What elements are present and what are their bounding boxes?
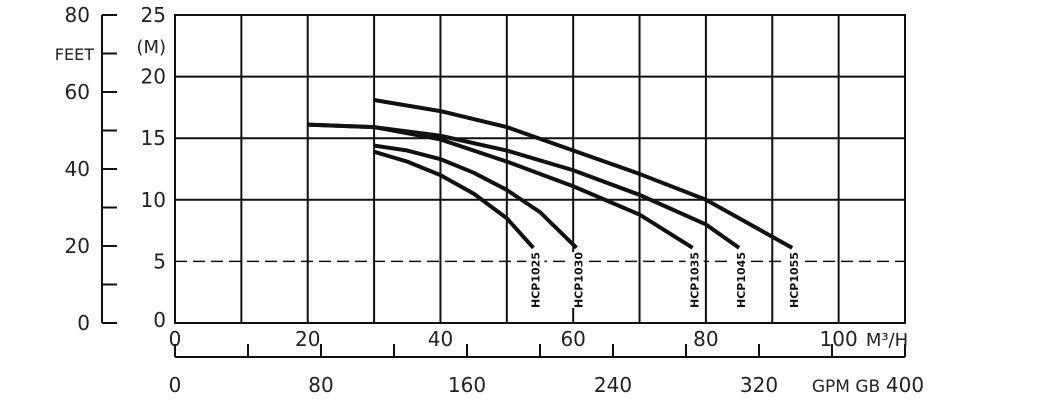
x-tick-label: 40 xyxy=(428,327,453,351)
gpm-tick-label: 80 xyxy=(308,373,333,397)
y-axis-label: (M) xyxy=(136,37,166,58)
x-tick-label: 0 xyxy=(169,327,182,351)
gpm-tick-label: 0 xyxy=(169,373,182,397)
y-tick-label: 0 xyxy=(153,308,166,332)
feet-tick-label: 40 xyxy=(65,157,90,181)
pump-label-bg xyxy=(526,252,545,308)
pump-label: HCP1045 xyxy=(735,252,748,308)
y-tick-label: 5 xyxy=(153,249,166,273)
gpm-tick-label: 400 xyxy=(886,373,924,397)
y-tick-label: 25 xyxy=(141,3,166,27)
pump-curve-hcp1025 xyxy=(373,149,535,250)
labels: 25 20 15 10 5 0 (M) 80 60 40 20 0 FEET 0 20 40 60 80 100 M³… xyxy=(55,3,924,397)
axes xyxy=(101,14,906,358)
x-tick-label: 100 xyxy=(820,327,858,351)
gpm-tick-label: 320 xyxy=(740,373,778,397)
gpm-tick-label: 160 xyxy=(448,373,486,397)
pump-label-bg xyxy=(785,252,804,308)
x-axis-label: M³/H xyxy=(866,330,908,351)
pump-label-bg xyxy=(732,252,751,308)
pump-label: HCP1030 xyxy=(573,252,586,308)
gpm-tick-label: 240 xyxy=(594,373,632,397)
x-tick-label: 20 xyxy=(295,327,320,351)
pump-curve-hcp1030 xyxy=(373,143,578,250)
feet-tick-label: 80 xyxy=(65,3,90,27)
feet-axis-label: FEET xyxy=(55,45,94,64)
curves xyxy=(307,98,794,250)
feet-tick-label: 60 xyxy=(65,80,90,104)
x-tick-label: 60 xyxy=(560,327,585,351)
feet-tick-label: 0 xyxy=(77,311,90,335)
pump-label: HCP1025 xyxy=(529,252,542,308)
pump-curve-hcp1045 xyxy=(307,122,741,250)
y-tick-label: 15 xyxy=(141,126,166,150)
plot-frame xyxy=(174,14,906,324)
y-tick-label: 20 xyxy=(141,65,166,89)
gpm-axis-label: GPM GB xyxy=(812,377,880,397)
pump-label-bg xyxy=(685,252,704,308)
pump-label: HCP1035 xyxy=(689,252,702,308)
pump-curve-hcp1055 xyxy=(373,98,794,250)
pump-label-bg xyxy=(569,252,588,308)
y-tick-label: 10 xyxy=(141,188,166,212)
x-tick-label: 80 xyxy=(693,327,718,351)
feet-tick-label: 20 xyxy=(65,234,90,258)
pump-label: HCP1055 xyxy=(788,252,801,308)
